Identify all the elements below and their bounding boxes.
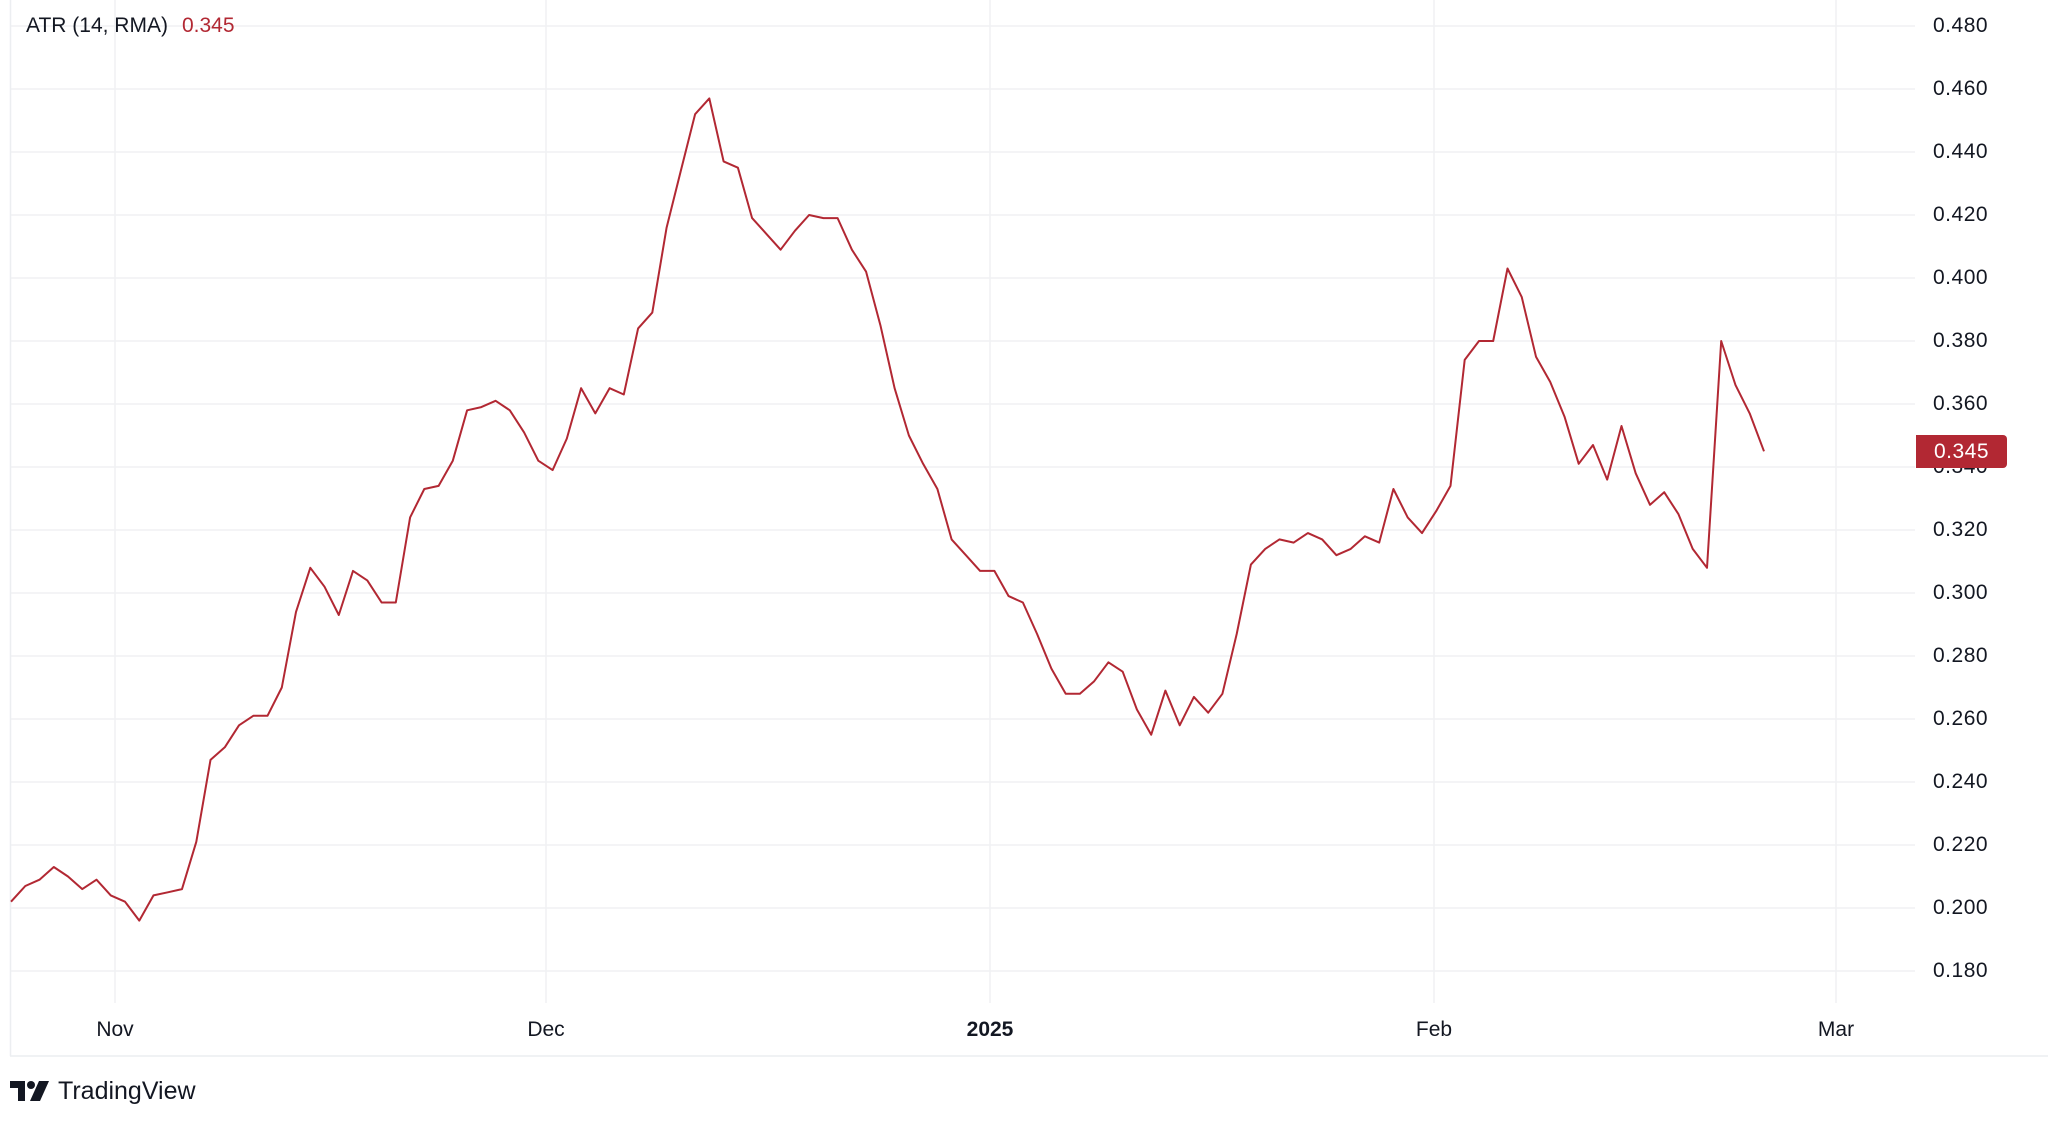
- price-axis-label: 0.280: [1933, 644, 1989, 667]
- price-axis-label: 0.440: [1933, 140, 1989, 163]
- price-axis-label: 0.320: [1933, 518, 1989, 541]
- time-axis-label: Mar: [1817, 1018, 1855, 1041]
- last-value-tag: 0.345: [1916, 435, 2007, 468]
- brand-name: TradingView: [58, 1077, 196, 1105]
- price-axis-label: 0.260: [1933, 707, 1989, 730]
- tradingview-logo[interactable]: TradingView: [10, 1077, 196, 1106]
- price-axis-label: 0.400: [1933, 266, 1989, 289]
- price-axis-label: 0.180: [1933, 959, 1989, 982]
- horizontal-gridlines: [11, 25, 1915, 972]
- price-axis-label: 0.200: [1933, 896, 1989, 919]
- time-axis-label: Dec: [527, 1018, 565, 1041]
- price-axis-label: 0.380: [1933, 329, 1989, 352]
- indicator-legend[interactable]: ATR (14, RMA) 0.345: [26, 14, 235, 38]
- tradingview-logo-icon: [10, 1080, 49, 1101]
- time-axis-label: Feb: [1415, 1018, 1453, 1041]
- price-axis-label: 0.420: [1933, 203, 1989, 226]
- price-axis-label: 0.480: [1933, 14, 1989, 37]
- time-axis-label: 2025: [966, 1018, 1014, 1041]
- price-axis-label: 0.240: [1933, 770, 1989, 793]
- indicator-name: ATR (14, RMA): [26, 14, 168, 37]
- price-axis-label: 0.220: [1933, 833, 1989, 856]
- atr-line: [10, 97, 1765, 922]
- price-axis-label: 0.360: [1933, 392, 1989, 415]
- vertical-gridlines: [114, 0, 1837, 1003]
- price-axis-label: 0.460: [1933, 77, 1989, 100]
- price-axis-label: 0.300: [1933, 581, 1989, 604]
- indicator-value: 0.345: [181, 14, 235, 37]
- time-axis-label: Nov: [96, 1018, 134, 1041]
